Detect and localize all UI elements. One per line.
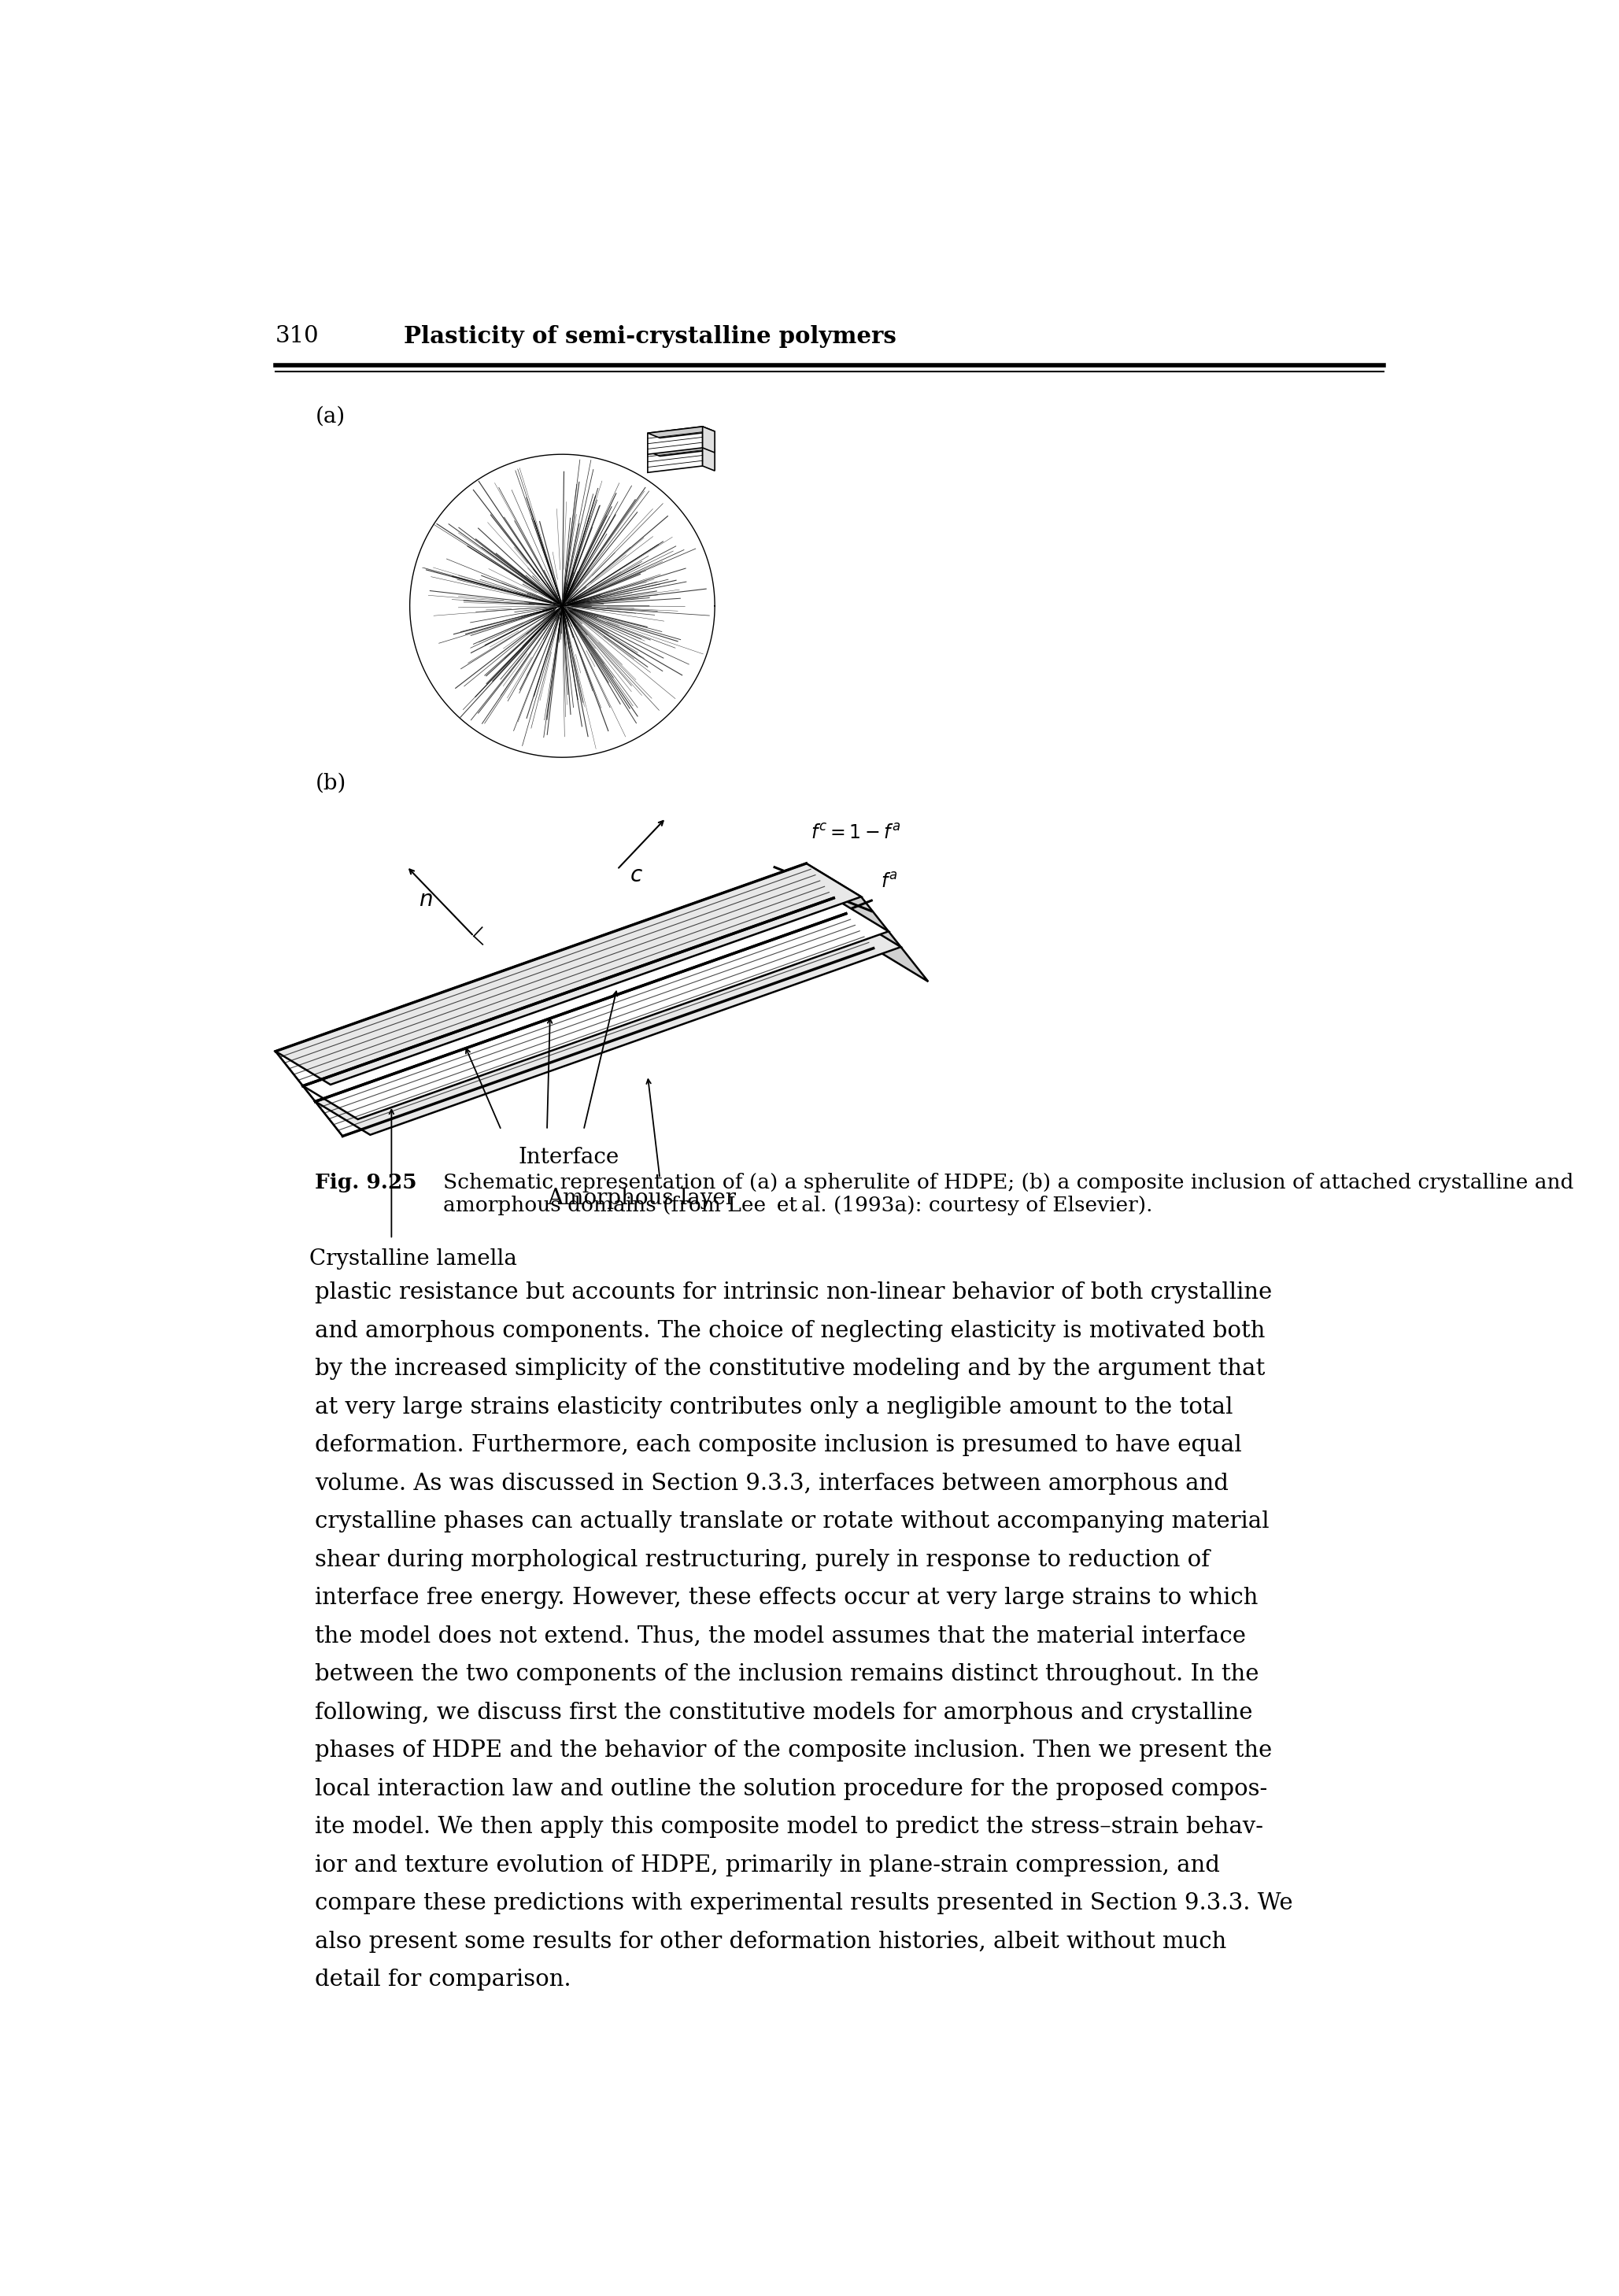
Polygon shape (703, 445, 714, 471)
Polygon shape (806, 863, 928, 983)
Text: ite model. We then apply this composite model to predict the stress–strain behav: ite model. We then apply this composite … (316, 1816, 1264, 1839)
Text: 310: 310 (275, 326, 319, 347)
Text: Schematic representation of (a) a spherulite of HDPE; (b) a composite inclusion : Schematic representation of (a) a spheru… (444, 1173, 1574, 1215)
Polygon shape (648, 445, 714, 457)
Text: volume. As was discussed in Section 9.3.3, interfaces between amorphous and: volume. As was discussed in Section 9.3.… (316, 1472, 1229, 1495)
Text: $c$: $c$ (630, 866, 643, 886)
Text: at very large strains elasticity contributes only a negligible amount to the tot: at very large strains elasticity contrib… (316, 1396, 1234, 1419)
Text: and amorphous components. The choice of neglecting elasticity is motivated both: and amorphous components. The choice of … (316, 1320, 1266, 1341)
Text: Plasticity of semi-crystalline polymers: Plasticity of semi-crystalline polymers (403, 326, 897, 349)
Polygon shape (316, 914, 873, 1137)
Text: between the two components of the inclusion remains distinct throughout. In the: between the two components of the inclus… (316, 1662, 1260, 1685)
Text: Interface: Interface (518, 1148, 618, 1169)
Text: detail for comparison.: detail for comparison. (316, 1970, 572, 1991)
Text: shear during morphological restructuring, purely in response to reduction of: shear during morphological restructuring… (316, 1550, 1209, 1570)
Polygon shape (275, 863, 834, 1086)
Polygon shape (648, 427, 703, 455)
Text: interface free energy. However, these effects occur at very large strains to whi: interface free energy. However, these ef… (316, 1587, 1258, 1609)
Text: (a): (a) (316, 406, 345, 427)
Polygon shape (303, 898, 889, 1118)
Text: crystalline phases can actually translate or rotate without accompanying materia: crystalline phases can actually translat… (316, 1511, 1269, 1534)
Text: $f^c = 1 - f^a$: $f^c = 1 - f^a$ (811, 824, 900, 843)
Text: $f^a$: $f^a$ (881, 872, 897, 891)
Polygon shape (275, 863, 861, 1084)
Polygon shape (648, 445, 703, 473)
Text: Amorphous layer: Amorphous layer (547, 1187, 737, 1210)
Polygon shape (275, 1052, 358, 1137)
Text: local interaction law and outline the solution procedure for the proposed compos: local interaction law and outline the so… (316, 1777, 1268, 1800)
Text: the model does not extend. Thus, the model assumes that the material interface: the model does not extend. Thus, the mod… (316, 1626, 1247, 1646)
Text: (b): (b) (316, 771, 346, 794)
Text: ior and texture evolution of HDPE, primarily in plane-strain compression, and: ior and texture evolution of HDPE, prima… (316, 1855, 1221, 1876)
Text: following, we discuss first the constitutive models for amorphous and crystallin: following, we discuss first the constitu… (316, 1701, 1253, 1724)
Text: deformation. Furthermore, each composite inclusion is presumed to have equal: deformation. Furthermore, each composite… (316, 1435, 1242, 1456)
Text: Crystalline lamella: Crystalline lamella (309, 1249, 516, 1270)
Text: also present some results for other deformation histories, albeit without much: also present some results for other defo… (316, 1931, 1227, 1954)
Text: Fig. 9.25: Fig. 9.25 (316, 1173, 418, 1192)
Polygon shape (316, 914, 900, 1134)
Polygon shape (303, 898, 847, 1102)
Polygon shape (703, 427, 714, 452)
Text: by the increased simplicity of the constitutive modeling and by the argument tha: by the increased simplicity of the const… (316, 1357, 1266, 1380)
Text: compare these predictions with experimental results presented in Section 9.3.3. : compare these predictions with experimen… (316, 1892, 1294, 1915)
Text: $n$: $n$ (419, 889, 432, 912)
Polygon shape (648, 427, 714, 439)
Text: plastic resistance but accounts for intrinsic non-linear behavior of both crysta: plastic resistance but accounts for intr… (316, 1281, 1273, 1304)
Text: phases of HDPE and the behavior of the composite inclusion. Then we present the: phases of HDPE and the behavior of the c… (316, 1740, 1273, 1761)
